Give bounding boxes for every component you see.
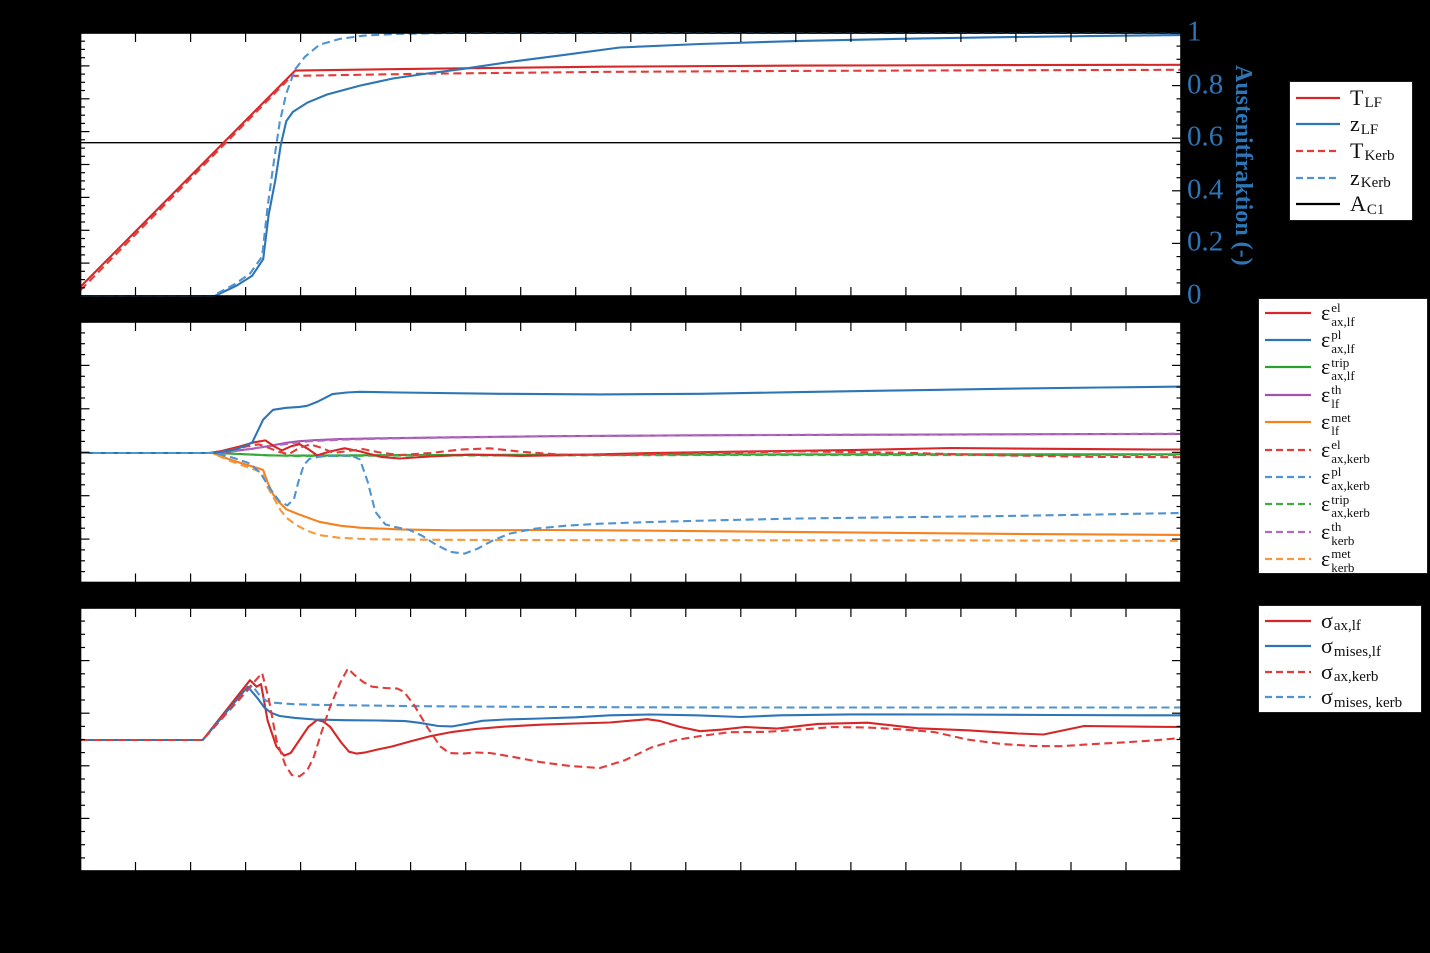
series-sigma_mises_lf — [80, 685, 1181, 742]
legend-entry-label: ε pl ax,kerb — [1321, 463, 1370, 493]
legend-entry-label: ε met kerb — [1321, 546, 1355, 576]
series-T_LF — [79, 63, 1182, 288]
legend-entry-label: ε trip ax,lf — [1321, 354, 1355, 384]
series-sigma_ax_kerb — [80, 667, 1182, 778]
austenite-tick-label-0.2: 0.2 — [1187, 225, 1224, 258]
legend-line-sample — [1296, 176, 1340, 179]
legend-line-sample — [1296, 203, 1340, 206]
legend-stresses-entry-3: σ mises, kerb — [1259, 684, 1421, 711]
strains-series-group — [80, 385, 1182, 555]
legend-strains-entry-0: ε el ax,lf — [1259, 299, 1427, 329]
legend-strains-entry-3: ε th lf — [1259, 381, 1427, 411]
legend-strains-entry-2: ε trip ax,lf — [1259, 354, 1427, 384]
austenite-tick-label-0.6: 0.6 — [1187, 120, 1224, 153]
legend-line-sample — [1296, 123, 1340, 126]
series-eps_trip_ax_kerb — [80, 451, 1182, 458]
legend-entry-label: σ mises, kerb — [1321, 684, 1403, 711]
plot-panel-2 — [80, 608, 1181, 871]
plot-spine-1 — [79, 321, 1182, 584]
legend-line-sample — [1265, 393, 1311, 396]
legend-entry-label: ε trip ax,kerb — [1321, 491, 1370, 521]
series-z_Kerb — [80, 31, 1181, 298]
legend-strains: ε el ax,lf ε pl ax,lf ε trip ax,lf ε th lf ε met lf ε el… — [1258, 298, 1428, 574]
legend-entry-label: ε pl ax,lf — [1321, 327, 1355, 357]
legend-entry-label: z Kerb — [1350, 164, 1391, 192]
legend-stresses-entry-2: σ ax,kerb — [1259, 658, 1421, 686]
legend-line-sample — [1296, 149, 1340, 153]
legend-line-sample — [1265, 421, 1311, 424]
series-z_LF — [80, 34, 1182, 298]
legend-line-sample — [1296, 96, 1340, 99]
legend-line-sample — [1265, 475, 1311, 479]
legend-line-sample — [1265, 339, 1311, 342]
austenite-tick-label-0.4: 0.4 — [1187, 173, 1224, 206]
legend-line-sample — [1265, 311, 1311, 314]
plot-spine-0 — [79, 32, 1182, 297]
stresses-series-group — [80, 667, 1182, 778]
legend-entry-label: σ ax,kerb — [1321, 658, 1379, 686]
legend-temperature-austenite-entry-4: A C1 — [1290, 191, 1412, 218]
series-sigma_ax_lf — [80, 679, 1182, 757]
legend-temperature-austenite-entry-2: T Kerb — [1290, 137, 1412, 165]
legend-entry-label: σ mises,lf — [1321, 633, 1381, 660]
austenite-tick-label-1: 1 — [1187, 15, 1202, 48]
plot-panel-1 — [80, 322, 1181, 583]
legend-entry-label: ε el ax,lf — [1321, 299, 1355, 329]
legend-entry-label: ε th lf — [1321, 381, 1342, 411]
legend-entry-label: T LF — [1350, 84, 1382, 112]
legend-line-sample — [1265, 696, 1311, 699]
legend-entry-label: ε met lf — [1321, 409, 1351, 439]
legend-entry-label: σ ax,lf — [1321, 607, 1361, 635]
legend-line-sample — [1265, 530, 1311, 533]
series-eps_met_lf — [80, 451, 1182, 536]
legend-line-sample — [1265, 670, 1311, 673]
legend-temperature-austenite-entry-1: z LF — [1290, 111, 1412, 138]
legend-strains-entry-1: ε pl ax,lf — [1259, 326, 1427, 357]
legend-temperature-austenite-entry-3: z Kerb — [1290, 164, 1412, 192]
series-eps_el_ax_kerb — [80, 443, 1182, 459]
legend-line-sample — [1265, 366, 1311, 369]
legend-entry-label: A C1 — [1350, 191, 1385, 218]
legend-line-sample — [1265, 503, 1311, 506]
austenite-axis-title: Austenitfraktion (-) — [1230, 64, 1256, 266]
legend-stresses-entry-0: σ ax,lf — [1259, 607, 1421, 635]
series-eps_pl_ax_lf — [80, 385, 1182, 455]
legend-entry-label: z LF — [1350, 111, 1379, 138]
legend-strains-entry-8: ε th kerb — [1259, 518, 1427, 548]
legend-entry-label: ε th kerb — [1321, 518, 1355, 548]
plot-spine-2 — [79, 607, 1182, 872]
legend-strains-entry-6: ε pl ax,kerb — [1259, 463, 1427, 493]
austenite-tick-label-0: 0 — [1187, 278, 1202, 311]
legend-temperature-austenite: T LF z LF T Kerb z Kerb A C1 — [1289, 81, 1413, 221]
legend-line-sample — [1265, 448, 1311, 451]
series-sigma_mises_kerb — [80, 684, 1181, 742]
austenite-tick-label-0.8: 0.8 — [1187, 67, 1224, 100]
temperature-austenite-series-group — [79, 31, 1182, 298]
legend-line-sample — [1265, 645, 1311, 648]
legend-strains-entry-5: ε el ax,kerb — [1259, 436, 1427, 466]
legend-strains-entry-4: ε met lf — [1259, 409, 1427, 439]
legend-entry-label: ε el ax,kerb — [1321, 436, 1370, 466]
legend-line-sample — [1265, 558, 1311, 561]
legend-stresses-entry-1: σ mises,lf — [1259, 633, 1421, 660]
series-eps_met_kerb — [80, 451, 1182, 542]
legend-stresses: σ ax,lf σ mises,lf σ ax,kerb σ mises, kerb — [1258, 605, 1422, 713]
legend-strains-entry-9: ε met kerb — [1259, 545, 1427, 576]
legend-strains-entry-7: ε trip ax,kerb — [1259, 491, 1427, 521]
legend-entry-label: T Kerb — [1350, 137, 1395, 165]
legend-line-sample — [1265, 619, 1311, 622]
legend-temperature-austenite-entry-0: T LF — [1290, 84, 1412, 112]
series-eps_th_kerb — [80, 432, 1182, 455]
